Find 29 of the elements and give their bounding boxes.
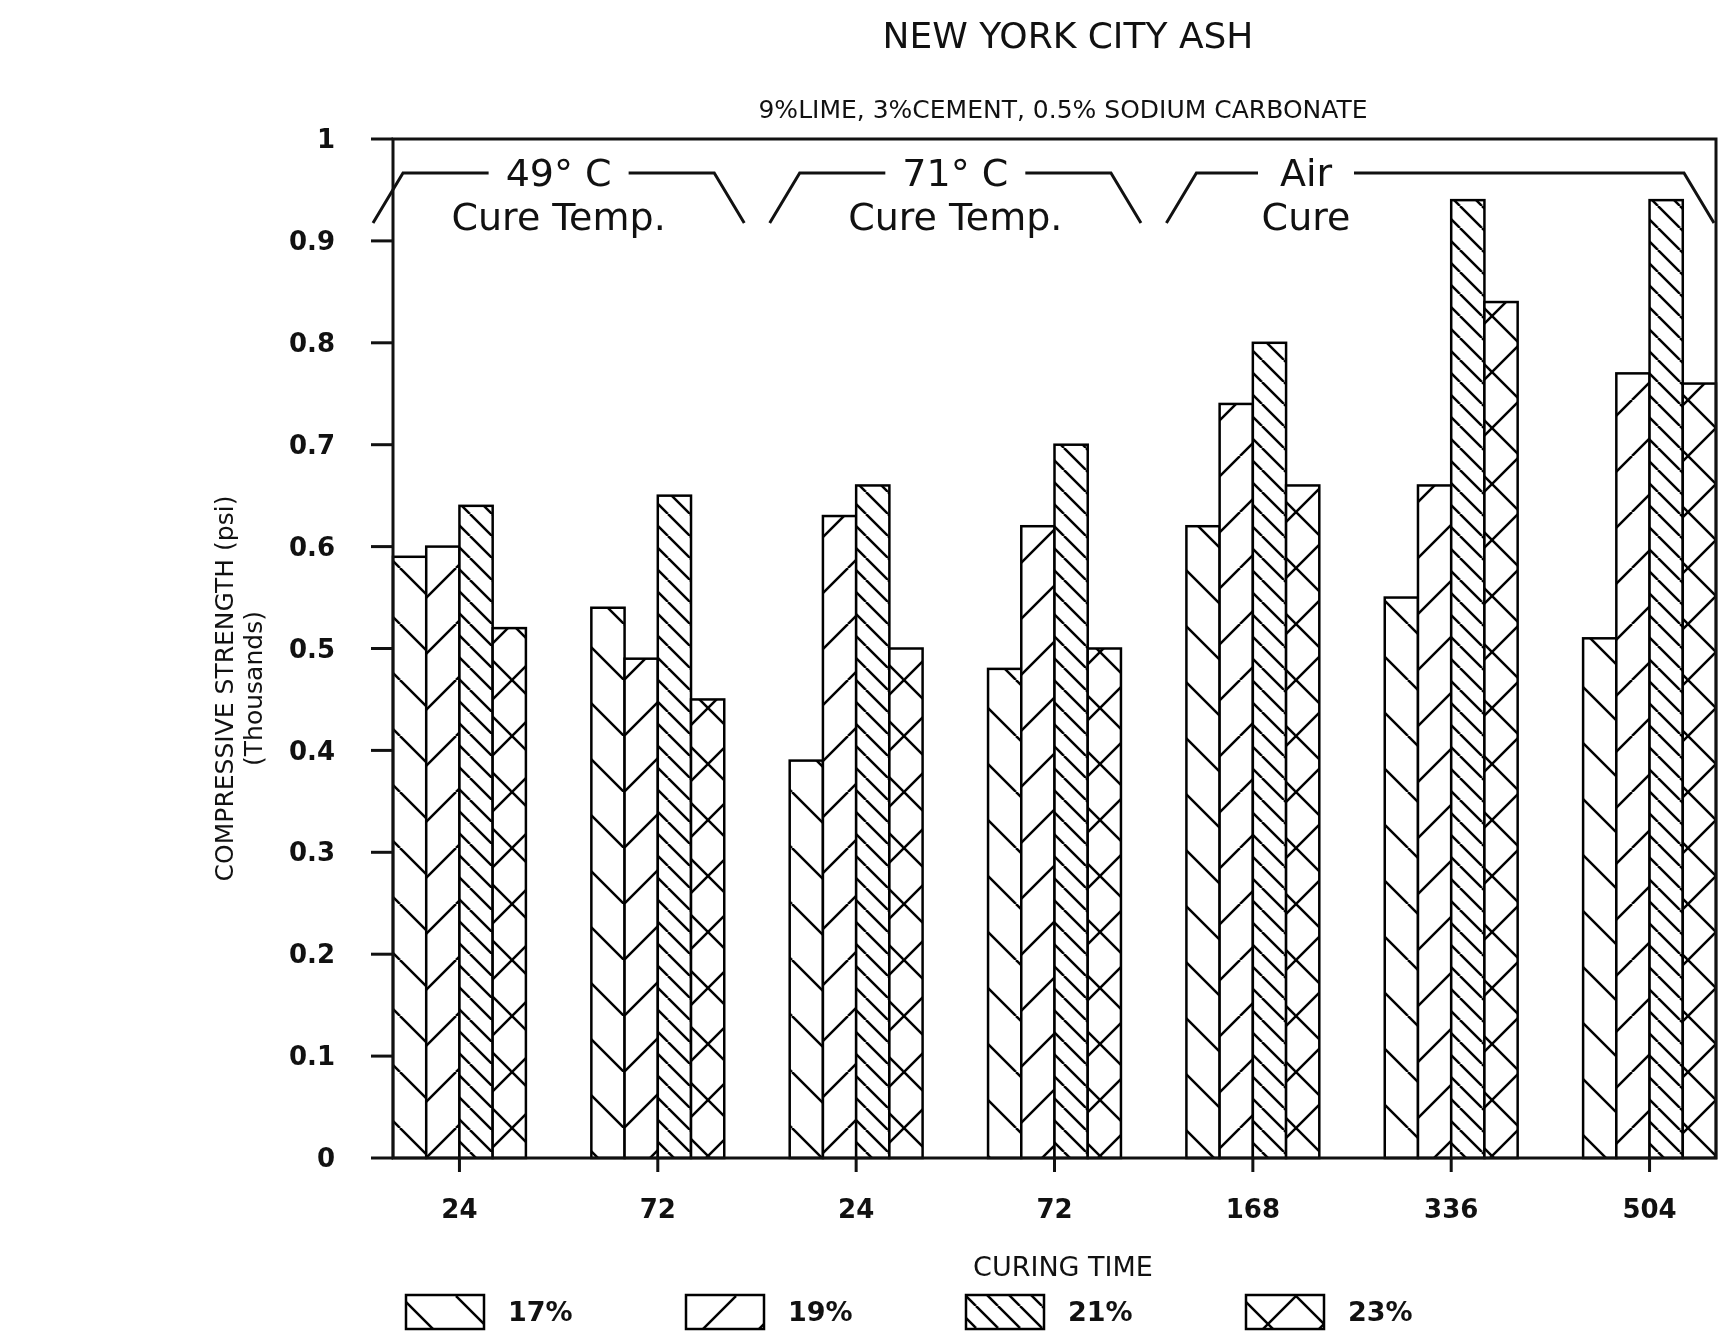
- y-tick-label: 0.5: [288, 633, 335, 664]
- y-tick-label: 0: [316, 1143, 335, 1174]
- y-tick-label: 1: [316, 124, 335, 155]
- y-axis-title: COMPRESSIVE STRENGTH (psi) (Thousands): [210, 495, 268, 882]
- y-tick-label: 0.2: [288, 939, 335, 970]
- y-tick-label: 0.8: [288, 327, 335, 358]
- x-tick-label: 504: [1622, 1194, 1677, 1224]
- legend-label: 19%: [788, 1296, 853, 1328]
- y-tick-label: 0.3: [288, 837, 335, 868]
- x-tick-label: 72: [639, 1194, 676, 1224]
- y-tick-label: 0.9: [288, 226, 335, 256]
- x-tick-label: 336: [1424, 1194, 1479, 1224]
- legend-label: 23%: [1348, 1296, 1413, 1328]
- chart-title: NEW YORK CITY ASH: [882, 15, 1254, 56]
- y-tick-label: 0.7: [288, 429, 335, 460]
- y-tick-label: 0.1: [288, 1041, 335, 1072]
- legend-label: 17%: [508, 1296, 573, 1328]
- y-tick-label: 0.4: [288, 735, 335, 766]
- annotation: Air Cure: [1261, 151, 1351, 239]
- x-tick-label: 72: [1036, 1194, 1073, 1224]
- x-tick-label: 24: [838, 1194, 875, 1224]
- legend-label: 21%: [1068, 1296, 1133, 1328]
- y-tick-label: 0.6: [288, 531, 335, 562]
- x-tick-label: 168: [1225, 1194, 1280, 1224]
- chart-subtitle: 9%LIME, 3%CEMENT, 0.5% SODIUM CARBONATE: [758, 95, 1368, 124]
- annotation: 49° C Cure Temp.: [451, 151, 666, 239]
- annotation: 71° C Cure Temp.: [848, 151, 1063, 239]
- x-tick-label: 24: [441, 1194, 478, 1224]
- x-axis-title: CURING TIME: [973, 1251, 1153, 1282]
